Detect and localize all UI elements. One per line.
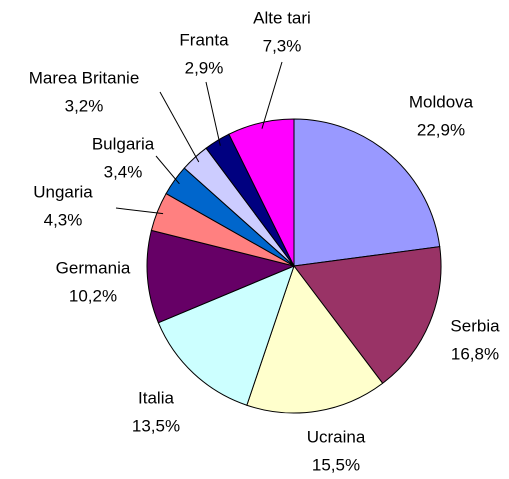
slice-value-label: 15,5% bbox=[312, 455, 360, 474]
slice-value-label: 13,5% bbox=[132, 416, 180, 435]
slice-label: Moldova bbox=[409, 92, 474, 111]
leader-line bbox=[115, 207, 164, 215]
slice-label: Franta bbox=[179, 30, 229, 49]
pie-slice bbox=[246, 264, 384, 414]
slice-value-label: 16,8% bbox=[451, 344, 499, 363]
leader-line bbox=[155, 155, 180, 185]
slice-value-label: 2,9% bbox=[185, 58, 224, 77]
pie-slice bbox=[146, 229, 296, 324]
leader-line bbox=[205, 81, 221, 146]
slice-value-label: 7,3% bbox=[263, 36, 302, 55]
slice-label: Serbia bbox=[450, 316, 500, 335]
slice-label: Germania bbox=[56, 258, 131, 277]
slice-value-label: 4,3% bbox=[44, 210, 83, 229]
pie-slice bbox=[228, 118, 295, 267]
slice-label: Alte tari bbox=[253, 8, 311, 27]
slice-label: Bulgaria bbox=[92, 134, 155, 153]
pie-slice bbox=[157, 265, 295, 406]
slice-label: Marea Britanie bbox=[29, 68, 140, 87]
slice-value-label: 3,2% bbox=[65, 96, 104, 115]
leader-line bbox=[159, 91, 200, 163]
slice-value-label: 22,9% bbox=[417, 120, 465, 139]
slice-label: Italia bbox=[138, 388, 174, 407]
leader-line bbox=[261, 61, 283, 129]
slice-value-label: 10,2% bbox=[69, 286, 117, 305]
slice-value-label: 3,4% bbox=[104, 162, 143, 181]
slice-label: Ungaria bbox=[33, 182, 93, 201]
pie-slice bbox=[293, 246, 442, 384]
pie-slice bbox=[293, 118, 441, 267]
slice-label: Ucraina bbox=[307, 427, 366, 446]
